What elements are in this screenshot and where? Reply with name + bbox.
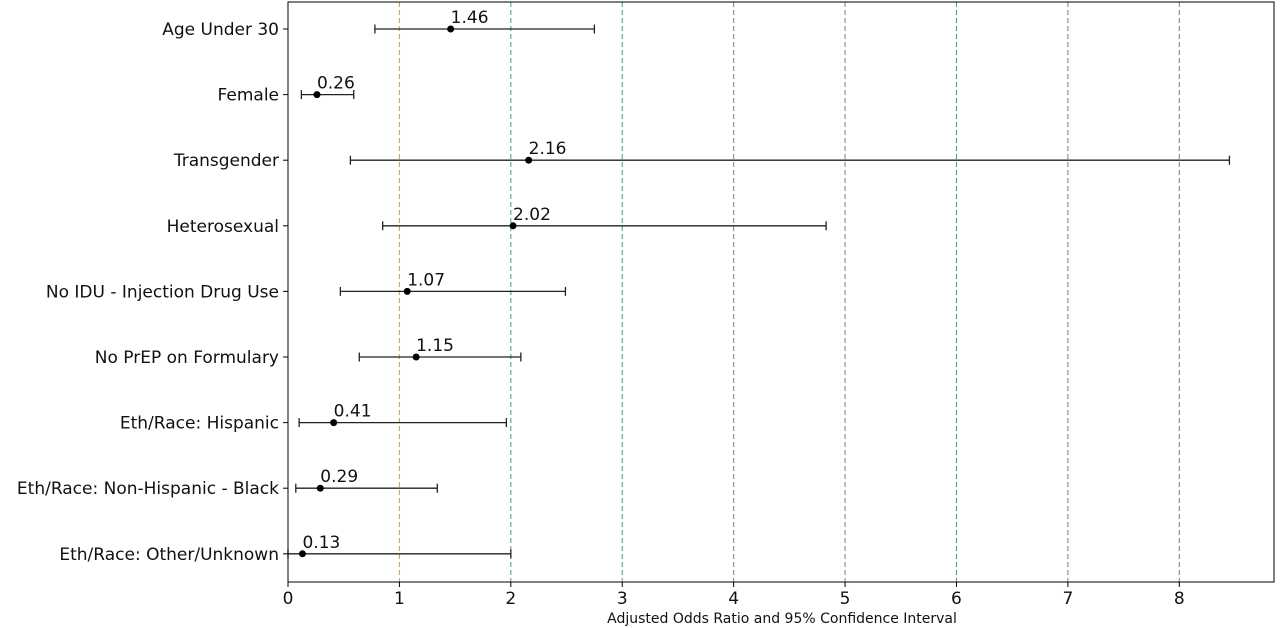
x-tick-label: 7: [1062, 589, 1073, 609]
y-tick-label: Eth/Race: Other/Unknown: [59, 545, 279, 565]
point-estimate: [330, 419, 338, 427]
x-axis-label: Adjusted Odds Ratio and 95% Confidence I…: [607, 611, 957, 627]
data-label: 2.16: [529, 139, 567, 159]
y-tick-label: Eth/Race: Hispanic: [120, 414, 279, 434]
point-estimate: [313, 91, 321, 99]
y-tick-label: Age Under 30: [162, 20, 279, 40]
y-tick-layer: Age Under 30 Female Transgender Heterosexua…: [17, 20, 288, 565]
data-label: 0.13: [302, 533, 340, 553]
x-tick-label: 8: [1174, 589, 1185, 609]
x-tick-label: 1: [394, 589, 405, 609]
y-tick-label: No PrEP on Formulary: [95, 348, 279, 368]
x-tick-label: 3: [617, 589, 628, 609]
data-label: 2.02: [513, 205, 551, 225]
y-tick-label: Transgender: [173, 151, 279, 171]
x-tick-layer: 0 1 2 3 4 5 6 7 8: [283, 582, 1185, 609]
x-tick-label: 0: [283, 589, 294, 609]
x-tick-label: 4: [728, 589, 739, 609]
data-label: 0.26: [317, 74, 355, 94]
point-estimate: [447, 25, 455, 33]
data-label: 0.29: [320, 467, 358, 487]
x-tick-label: 5: [840, 589, 851, 609]
data-label: 1.46: [451, 8, 489, 28]
errorbar-layer: 1.46 0.26 2.16 2.02 1.07 1.15 0.41 0.29 0.13: [287, 8, 1231, 559]
x-tick-label: 2: [505, 589, 516, 609]
point-estimate: [403, 287, 411, 295]
x-tick-label: 6: [951, 589, 962, 609]
point-estimate: [525, 156, 533, 164]
data-label: 0.41: [334, 402, 372, 422]
point-estimate: [316, 484, 324, 492]
y-tick-label: No IDU - Injection Drug Use: [46, 282, 279, 302]
data-label: 1.15: [416, 336, 454, 356]
y-tick-label: Female: [218, 86, 279, 106]
y-tick-label: Eth/Race: Non-Hispanic - Black: [17, 479, 279, 499]
y-tick-label: Heterosexual: [167, 217, 279, 237]
point-estimate: [412, 353, 420, 361]
point-estimate: [298, 550, 306, 558]
data-label: 1.07: [407, 270, 445, 290]
grid-layer: [510, 2, 1180, 582]
plot-frame: [287, 1, 1275, 583]
point-estimate: [509, 222, 517, 230]
